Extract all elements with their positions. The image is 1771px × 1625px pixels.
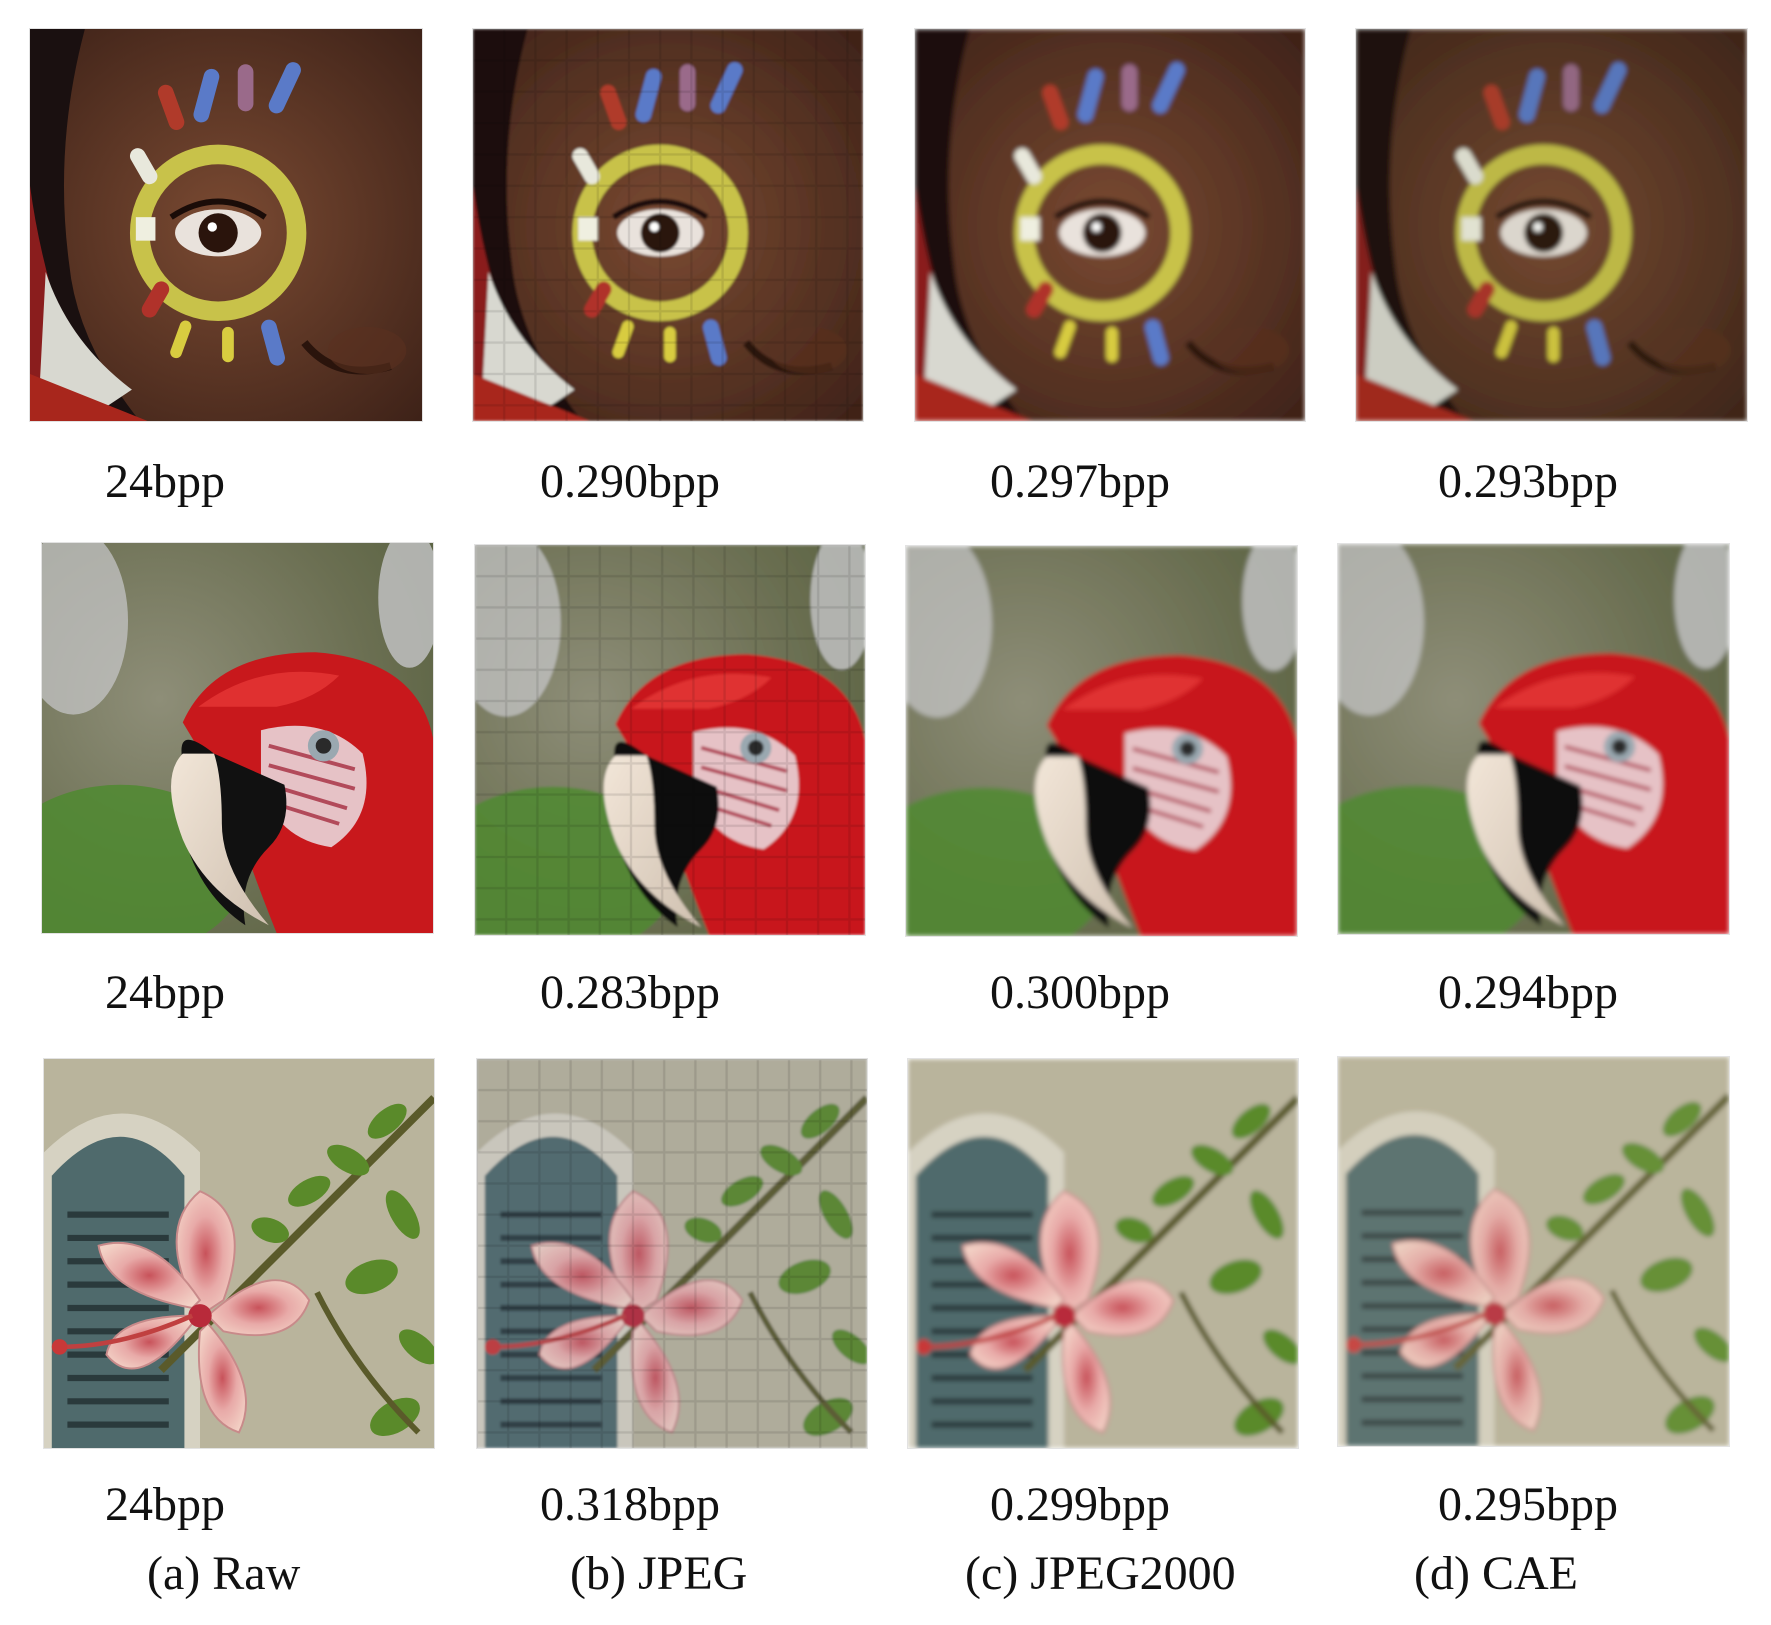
subcaption-raw: (a) Raw (147, 1547, 301, 1600)
subcaption-cae: (d) CAE (1414, 1547, 1578, 1600)
bitrate-label: 24bpp (105, 455, 225, 508)
bitrate-label: 0.293bpp (1438, 455, 1618, 508)
image-face-raw (29, 28, 423, 422)
bitrate-label: 0.290bpp (540, 455, 720, 508)
subcaption-jpeg2000: (c) JPEG2000 (965, 1547, 1236, 1600)
image-parrot-jpeg (474, 544, 866, 936)
bitrate-label: 0.283bpp (540, 966, 720, 1019)
bitrate-label: 24bpp (105, 1478, 225, 1531)
bitrate-label: 0.299bpp (990, 1478, 1170, 1531)
image-face-cae (1355, 28, 1748, 422)
bitrate-label: 0.318bpp (540, 1478, 720, 1531)
image-parrot-cae (1337, 543, 1730, 935)
image-parrot-raw (41, 542, 434, 934)
image-flower-jpeg (476, 1058, 868, 1449)
image-flower-cae (1337, 1056, 1730, 1447)
image-face-jpeg2000 (914, 28, 1306, 422)
image-parrot-jpeg2000 (905, 545, 1298, 937)
bitrate-label: 24bpp (105, 966, 225, 1019)
image-face-jpeg (472, 28, 864, 422)
subcaption-jpeg: (b) JPEG (570, 1547, 748, 1600)
bitrate-label: 0.297bpp (990, 455, 1170, 508)
bitrate-label: 0.300bpp (990, 966, 1170, 1019)
image-flower-jpeg2000 (907, 1058, 1299, 1449)
bitrate-label: 0.295bpp (1438, 1478, 1618, 1531)
bitrate-label: 0.294bpp (1438, 966, 1618, 1019)
image-flower-raw (43, 1058, 435, 1449)
